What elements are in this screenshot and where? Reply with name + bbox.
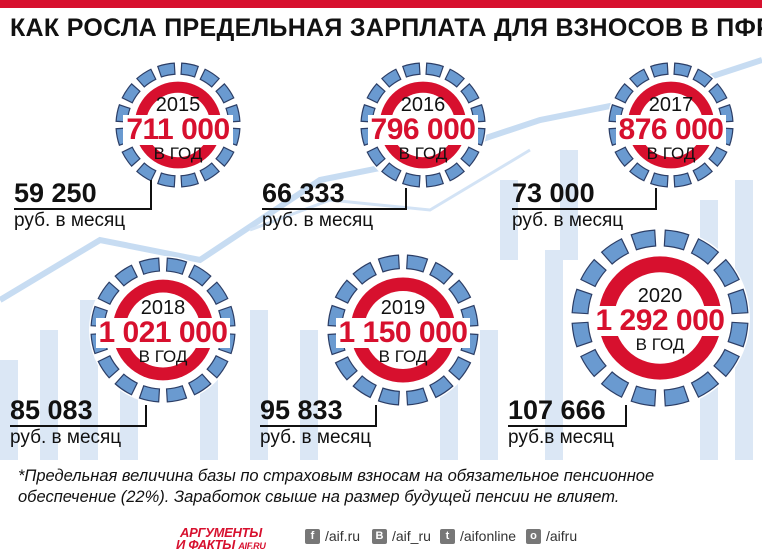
twitter-icon: t bbox=[440, 528, 455, 544]
monthly-value-2019: 95 833 bbox=[260, 395, 343, 425]
badge-year: 2016 bbox=[400, 94, 446, 116]
badge-per-year: В ГОД bbox=[635, 335, 685, 354]
monthly-value-2016: 66 333 bbox=[262, 178, 345, 208]
leader-line-2018 bbox=[10, 425, 145, 427]
salary-badge-2017: 2017 876 000 В ГОД bbox=[605, 59, 737, 191]
leader-line-2017 bbox=[512, 208, 655, 210]
monthly-value-2018: 85 083 bbox=[10, 395, 93, 425]
monthly-unit-2017: руб. в месяц bbox=[512, 210, 624, 231]
social-facebook[interactable]: f /aif.ru bbox=[305, 528, 360, 544]
footnote-text: *Предельная величина базы по страховым в… bbox=[18, 467, 655, 506]
odnoklassniki-icon: о bbox=[526, 528, 541, 544]
badge-per-year: В ГОД bbox=[646, 144, 696, 163]
footnote: *Предельная величина базы по страховым в… bbox=[0, 460, 762, 515]
leader-tick-2020 bbox=[625, 405, 627, 427]
monthly-value-2020: 107 666 bbox=[508, 395, 606, 425]
leader-line-2016 bbox=[262, 208, 405, 210]
leader-line-2020 bbox=[508, 425, 625, 427]
leader-line-2019 bbox=[260, 425, 375, 427]
monthly-unit-2020: руб.в месяц bbox=[508, 427, 614, 448]
monthly-value-2017: 73 000 bbox=[512, 178, 595, 208]
badge-amount: 796 000 bbox=[367, 115, 479, 145]
badge-amount: 1 021 000 bbox=[95, 318, 231, 348]
salary-badge-2020: 2020 1 292 000 В ГОД bbox=[568, 226, 752, 410]
salary-badge-2018: 2018 1 021 000 В ГОД bbox=[87, 254, 239, 406]
leader-tick-2015 bbox=[150, 188, 152, 210]
monthly-unit-2018: руб. в месяц bbox=[10, 427, 122, 448]
social-twitter[interactable]: t /aifonline bbox=[440, 528, 516, 544]
social-odnoklassniki[interactable]: о /aifru bbox=[526, 528, 577, 544]
vk-icon: В bbox=[372, 528, 387, 544]
badge-amount: 876 000 bbox=[615, 115, 727, 145]
badge-amount: 711 000 bbox=[123, 115, 233, 145]
aif-logo[interactable]: АРГУМЕНТЫ И ФАКТЫ AIF.RU bbox=[176, 525, 266, 552]
monthly-unit-2019: руб. в месяц bbox=[260, 427, 372, 448]
leader-tick-2018 bbox=[145, 405, 147, 427]
badge-year: 2015 bbox=[155, 94, 201, 116]
badge-per-year: В ГОД bbox=[138, 347, 188, 366]
salary-badge-2016: 2016 796 000 В ГОД bbox=[357, 59, 489, 191]
badge-year: 2018 bbox=[140, 297, 186, 319]
badge-year: 2017 bbox=[648, 94, 694, 116]
badge-amount: 1 150 000 bbox=[335, 318, 471, 348]
leader-tick-2019 bbox=[375, 405, 377, 427]
header-accent-bar bbox=[0, 0, 762, 8]
social-vk[interactable]: В /aif_ru bbox=[372, 528, 431, 544]
leader-tick-2016 bbox=[405, 188, 407, 210]
badge-per-year: В ГОД bbox=[153, 144, 203, 163]
page-title: КАК РОСЛА ПРЕДЕЛЬНАЯ ЗАРПЛАТА ДЛЯ ВЗНОСО… bbox=[10, 14, 762, 42]
badge-year: 2020 bbox=[637, 285, 683, 307]
badge-per-year: В ГОД bbox=[398, 144, 448, 163]
monthly-unit-2016: руб. в месяц bbox=[262, 210, 374, 231]
badge-year: 2019 bbox=[380, 297, 426, 319]
footer: АРГУМЕНТЫ И ФАКТЫ AIF.RU f /aif.ru В /ai… bbox=[0, 515, 762, 555]
salary-badge-2015: 2015 711 000 В ГОД bbox=[112, 59, 244, 191]
leader-line bbox=[120, 180, 152, 200]
monthly-unit-2015: руб. в месяц bbox=[14, 210, 126, 231]
badge-per-year: В ГОД bbox=[378, 347, 428, 366]
badge-amount: 1 292 000 bbox=[592, 306, 728, 336]
facebook-icon: f bbox=[305, 528, 320, 544]
salary-badge-2019: 2019 1 150 000 В ГОД bbox=[324, 251, 482, 409]
monthly-value-2015: 59 250 bbox=[14, 178, 97, 208]
leader-line-2015 bbox=[14, 208, 150, 210]
leader-tick-2017 bbox=[655, 188, 657, 210]
